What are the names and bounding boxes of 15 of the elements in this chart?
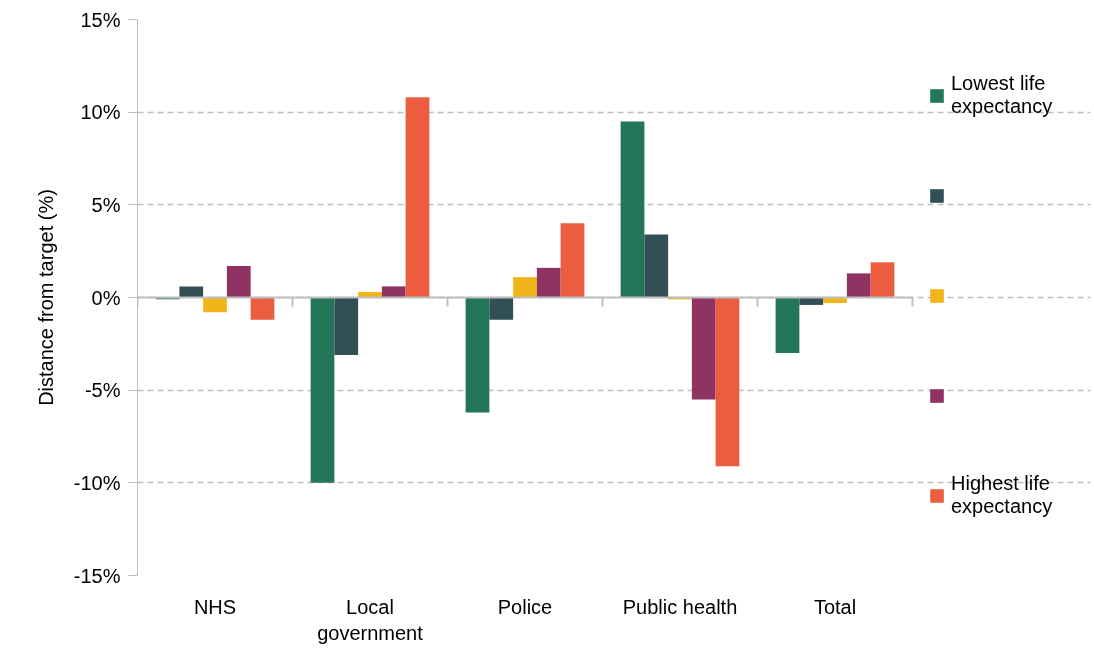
x-tick-label: Local government <box>317 595 424 644</box>
legend-label: Highest life expectancy <box>951 472 1053 518</box>
y-axis-title: Distance from target (%) <box>34 189 57 406</box>
y-tick-label: 5% <box>91 193 121 216</box>
legend-label: Lowest life expectancy <box>951 72 1053 118</box>
x-tick-label: Public health <box>622 595 738 618</box>
y-tick-label: -5% <box>84 379 121 402</box>
y-tick-label: -10% <box>73 471 121 494</box>
y-tick-label: 0% <box>91 286 121 309</box>
x-tick-label: Total <box>813 595 857 618</box>
x-tick-label: NHS <box>193 595 237 618</box>
y-tick-label: 10% <box>80 101 121 124</box>
y-tick-label: 15% <box>80 8 121 31</box>
y-tick-label: -15% <box>73 564 121 587</box>
x-tick-label: Police <box>497 595 553 618</box>
